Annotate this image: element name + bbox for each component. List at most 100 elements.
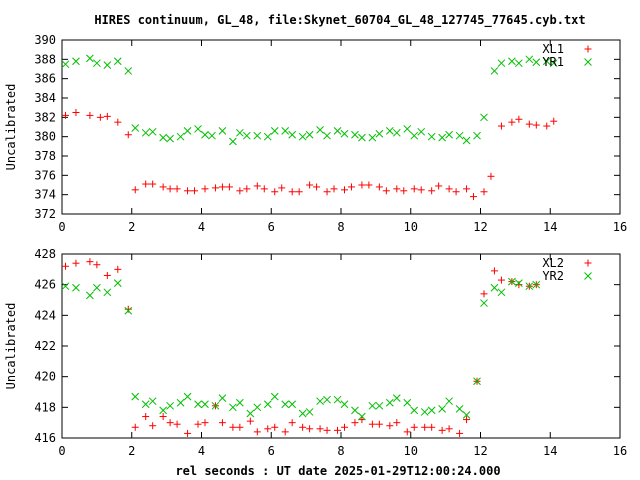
- point-cross: [208, 131, 216, 140]
- point-plus: [456, 429, 464, 437]
- point-cross: [201, 400, 209, 409]
- point-cross: [281, 400, 290, 409]
- point-plus: [61, 262, 69, 270]
- point-cross: [288, 130, 297, 139]
- legend-marker: [584, 272, 592, 280]
- point-cross: [159, 406, 167, 415]
- point-plus: [211, 184, 219, 192]
- point-plus: [149, 180, 157, 188]
- point-plus: [393, 185, 401, 193]
- point-cross: [113, 279, 122, 287]
- point-plus: [417, 186, 425, 194]
- point-plus: [358, 181, 366, 189]
- point-cross: [141, 400, 150, 409]
- point-plus: [229, 423, 237, 431]
- legend-marker: [584, 58, 592, 66]
- point-cross: [392, 394, 401, 402]
- point-plus: [96, 113, 104, 121]
- point-plus: [438, 426, 446, 434]
- point-cross: [166, 134, 174, 143]
- x-tick-label: 4: [198, 444, 205, 458]
- point-cross: [246, 409, 255, 418]
- point-plus: [323, 426, 331, 434]
- point-cross: [218, 394, 227, 402]
- point-cross: [316, 397, 324, 406]
- point-cross: [497, 288, 506, 297]
- point-cross: [218, 127, 227, 135]
- point-cross: [281, 127, 290, 135]
- point-plus: [142, 180, 150, 188]
- point-cross: [316, 126, 324, 134]
- point-plus: [515, 281, 523, 289]
- y-tick-label: 384: [34, 91, 56, 105]
- point-cross: [385, 127, 394, 135]
- point-cross: [462, 136, 471, 145]
- point-plus: [72, 259, 80, 267]
- point-cross: [515, 59, 523, 68]
- point-plus: [184, 429, 192, 437]
- point-plus: [313, 183, 321, 191]
- point-plus: [403, 428, 411, 436]
- point-cross: [72, 283, 80, 292]
- point-plus: [131, 186, 139, 194]
- point-plus: [497, 276, 505, 284]
- point-cross: [141, 128, 150, 137]
- point-plus: [159, 183, 167, 191]
- point-cross: [473, 377, 481, 386]
- point-plus: [375, 183, 383, 191]
- point-cross: [298, 132, 307, 141]
- point-cross: [515, 279, 523, 287]
- point-plus: [543, 122, 551, 130]
- y-axis-label: Uncalibrated: [4, 84, 18, 171]
- point-cross: [124, 306, 133, 315]
- point-plus: [410, 423, 418, 431]
- point-cross: [445, 397, 453, 406]
- point-plus: [103, 271, 111, 279]
- point-plus: [445, 425, 453, 433]
- point-cross: [368, 133, 377, 142]
- point-plus: [351, 419, 359, 427]
- point-plus: [487, 172, 495, 180]
- point-cross: [455, 131, 464, 140]
- point-cross: [103, 288, 112, 297]
- point-cross: [166, 401, 174, 410]
- point-cross: [490, 67, 499, 75]
- y-tick-label: 388: [34, 52, 56, 66]
- point-plus: [225, 183, 233, 191]
- point-plus: [497, 122, 505, 130]
- point-cross: [480, 299, 488, 307]
- point-cross: [183, 127, 192, 135]
- point-plus: [142, 413, 150, 421]
- point-plus: [124, 305, 132, 313]
- point-cross: [93, 59, 101, 68]
- point-cross: [542, 57, 551, 66]
- point-cross: [236, 128, 244, 137]
- point-cross: [61, 60, 70, 69]
- point-plus: [278, 184, 286, 192]
- point-cross: [72, 57, 80, 66]
- point-plus: [410, 185, 418, 193]
- point-cross: [229, 137, 237, 146]
- point-cross: [410, 131, 419, 140]
- x-tick-label: 10: [404, 444, 418, 458]
- point-cross: [323, 395, 331, 404]
- point-cross: [490, 283, 499, 292]
- point-cross: [253, 131, 262, 140]
- series-yr2: [61, 277, 541, 421]
- point-cross: [410, 406, 419, 415]
- point-cross: [420, 408, 429, 416]
- point-cross: [351, 406, 359, 415]
- x-tick-label: 0: [58, 220, 65, 234]
- point-cross: [392, 128, 401, 137]
- point-plus: [299, 423, 307, 431]
- point-cross: [113, 57, 122, 66]
- point-cross: [525, 282, 534, 291]
- point-cross: [358, 412, 366, 421]
- point-plus: [184, 187, 192, 195]
- x-tick-label: 12: [473, 220, 487, 234]
- point-plus: [340, 186, 348, 194]
- panel-top: 0 2 4 6 8 10 12 14 16 372 374 376 378 380 382 384 386 388…: [4, 33, 627, 234]
- point-cross: [508, 277, 516, 286]
- point-plus: [253, 182, 261, 190]
- series-xl2: [61, 258, 540, 437]
